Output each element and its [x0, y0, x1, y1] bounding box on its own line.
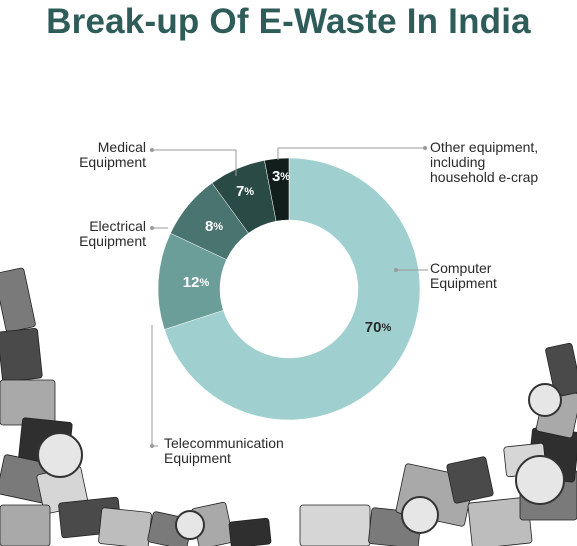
percent-label: 8% [205, 218, 223, 235]
category-label: Computer [430, 260, 492, 276]
percent-label: 12% [183, 274, 210, 291]
category-label: Equipment [79, 233, 146, 249]
category-label: Equipment [79, 154, 146, 170]
decor-device [228, 517, 272, 546]
category-label: Electrical [89, 218, 146, 234]
decor-drum [401, 496, 439, 534]
percent-label: 70% [365, 319, 392, 336]
decor-drum [515, 455, 565, 505]
category-label: household e-crap [430, 169, 538, 185]
category-label: Equipment [430, 275, 497, 291]
slice-labels: ComputerEquipmentTelecommunicationEquipm… [79, 139, 538, 466]
category-label: Medical [98, 139, 146, 155]
leader-dot [150, 226, 154, 230]
percent-labels: 70% 12% 8% 7% 3% [183, 168, 392, 336]
category-label: Other equipment, [430, 139, 538, 155]
leader-dot [150, 444, 154, 448]
percent-label: 3% [272, 168, 290, 185]
decor-device [299, 504, 371, 546]
percent-label: 7% [236, 183, 254, 200]
leader-line [151, 325, 158, 447]
chart-title: Break-up Of E-Waste In India [46, 2, 531, 41]
decor-drum [528, 383, 562, 417]
decor-device [98, 507, 152, 546]
category-label: including [430, 154, 485, 170]
category-label: Equipment [164, 450, 231, 466]
decor-device [446, 456, 494, 504]
leader-line [277, 147, 425, 160]
leader-line [152, 149, 237, 176]
category-label: Telecommunication [164, 435, 284, 451]
leader-dot [394, 268, 398, 272]
decor-device [0, 504, 51, 546]
slice-other-equipment-including-household-e-crap [264, 157, 290, 222]
e-waste-decoration [0, 267, 577, 546]
decor-device [0, 327, 43, 383]
slice-computer-equipment [164, 157, 421, 421]
decor-drum [37, 432, 83, 478]
donut-slices [157, 157, 421, 421]
leader-dot [423, 146, 427, 150]
decor-drum [175, 510, 205, 540]
decor-device [0, 267, 36, 333]
leader-lines [150, 146, 428, 448]
leader-dot [150, 148, 154, 152]
